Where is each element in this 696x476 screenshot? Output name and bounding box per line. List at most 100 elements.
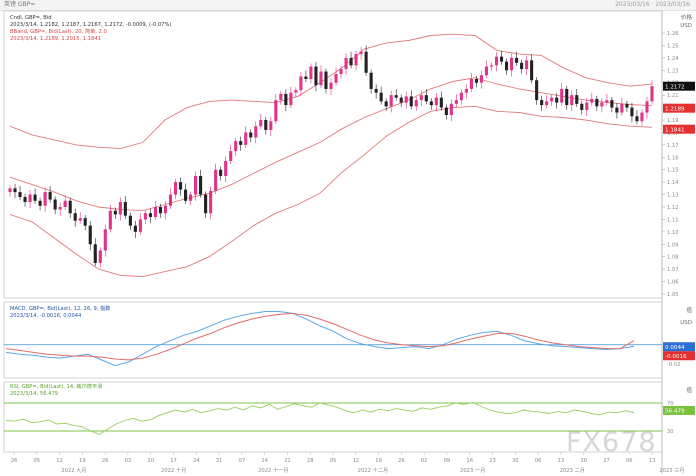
candle-body	[484, 66, 489, 76]
candle-body	[148, 213, 152, 217]
candle-body	[344, 57, 348, 70]
candle-body	[239, 141, 243, 145]
candle-body	[78, 218, 82, 221]
price-tick-label: 1.14	[667, 180, 679, 186]
candle-body	[279, 93, 283, 101]
macd-signal-line	[5, 312, 635, 361]
x-day-label: 31	[216, 458, 223, 464]
candle-body	[153, 207, 158, 217]
price-tick-label: 1.07	[667, 267, 679, 273]
candle-body	[419, 95, 423, 101]
candle-body	[329, 82, 333, 89]
price-tick-label: 1.08	[667, 255, 679, 261]
rsi-value-tag: 56.479	[665, 409, 685, 415]
x-day-label: 17	[170, 458, 177, 464]
x-day-label: 10	[147, 458, 154, 464]
candle-body	[409, 96, 413, 107]
macd-axis-currency: USD	[680, 320, 692, 326]
candle-body	[635, 116, 639, 122]
candle-body	[625, 103, 629, 108]
bband-lower-tag-bg	[663, 124, 695, 134]
price-tick-label: 1.17	[667, 143, 679, 149]
candle-body	[133, 225, 137, 232]
candle-body	[13, 188, 17, 193]
candle-body	[43, 192, 47, 206]
price-axis-currency: USD	[680, 23, 692, 29]
candle-body	[439, 97, 443, 108]
candle-body	[58, 207, 62, 210]
candle-body	[354, 54, 358, 66]
x-day-label: 12	[56, 458, 63, 464]
candle-body	[620, 103, 624, 113]
candle-body	[525, 60, 529, 70]
candle-body	[459, 92, 463, 101]
macd-signal-tag-bg	[663, 342, 695, 352]
price-legend-line: Cndl, GBP=, Bid	[10, 15, 52, 21]
candle-body	[349, 57, 353, 66]
candle-body	[73, 213, 77, 221]
candle-body	[334, 74, 338, 83]
candle-body	[224, 161, 228, 176]
x-day-label: 26	[398, 458, 405, 464]
x-day-label: 19	[79, 458, 86, 464]
candle-body	[274, 100, 278, 122]
rsi-legend-line: 2023/3/14, 56.479	[10, 391, 58, 397]
x-day-label: 06	[626, 458, 633, 464]
candle-body	[18, 192, 22, 198]
candle-body	[645, 101, 649, 113]
candle-body	[359, 51, 363, 55]
candle-body	[68, 200, 72, 214]
bband-upper-tag: 1.2189	[665, 106, 685, 112]
x-day-label: 13	[649, 458, 656, 464]
candle-body	[289, 92, 293, 106]
panel-frame-2	[3, 301, 663, 379]
x-day-label: 26	[11, 458, 18, 464]
candle-body	[168, 194, 173, 206]
x-month-label: 2022 十月	[161, 466, 186, 474]
price-legend-line: 2023/3/14, 1.2189, 1.2015, 1.1841	[10, 36, 101, 42]
candle-body	[269, 121, 273, 130]
macd-tick-label: -0.02	[667, 362, 680, 368]
candle-body	[143, 213, 147, 220]
bband-lower-tag: 1.1841	[665, 127, 685, 133]
candle-body	[585, 102, 589, 111]
x-month-label: 2023 一月	[460, 467, 485, 474]
price-tick-label: 1.26	[667, 31, 679, 37]
price-legend-line: BBand, GBP=, Bid(Last), 20, 简单, 2.0	[10, 27, 107, 35]
candle-body	[489, 65, 494, 67]
candle-body	[449, 103, 453, 116]
bband-upper-tag-bg	[663, 103, 695, 113]
panel-frame-3	[3, 381, 663, 453]
candle-body	[48, 192, 52, 200]
price-tick-label: 1.16	[667, 155, 679, 161]
candle-body	[479, 75, 484, 83]
candle-body	[630, 107, 634, 117]
candle-body	[369, 72, 373, 89]
candle-body	[575, 95, 579, 104]
price-tick-label: 1.09	[667, 242, 679, 248]
candle-body	[600, 102, 604, 107]
candle-body	[183, 189, 188, 201]
x-month-label: 2022 十二月	[358, 466, 388, 474]
candle-body	[429, 101, 433, 106]
candle-body	[23, 197, 27, 203]
candle-body	[299, 76, 303, 91]
candle-body	[384, 101, 388, 107]
x-day-label: 03	[125, 458, 132, 464]
candle-body	[83, 218, 87, 226]
candle-body	[314, 66, 318, 86]
candle-body	[550, 97, 554, 102]
x-day-label: 09	[444, 458, 451, 464]
candle-body	[404, 96, 408, 103]
candle-body	[209, 190, 213, 214]
macd-signal-tag: 0.0044	[665, 345, 685, 351]
candle-body	[128, 215, 132, 226]
candle-body	[540, 100, 544, 106]
rsi-axis-unit: 值	[686, 386, 692, 394]
candle-body	[399, 97, 403, 103]
candle-body	[98, 250, 102, 263]
candle-body	[590, 98, 594, 103]
candle-body	[469, 78, 473, 89]
